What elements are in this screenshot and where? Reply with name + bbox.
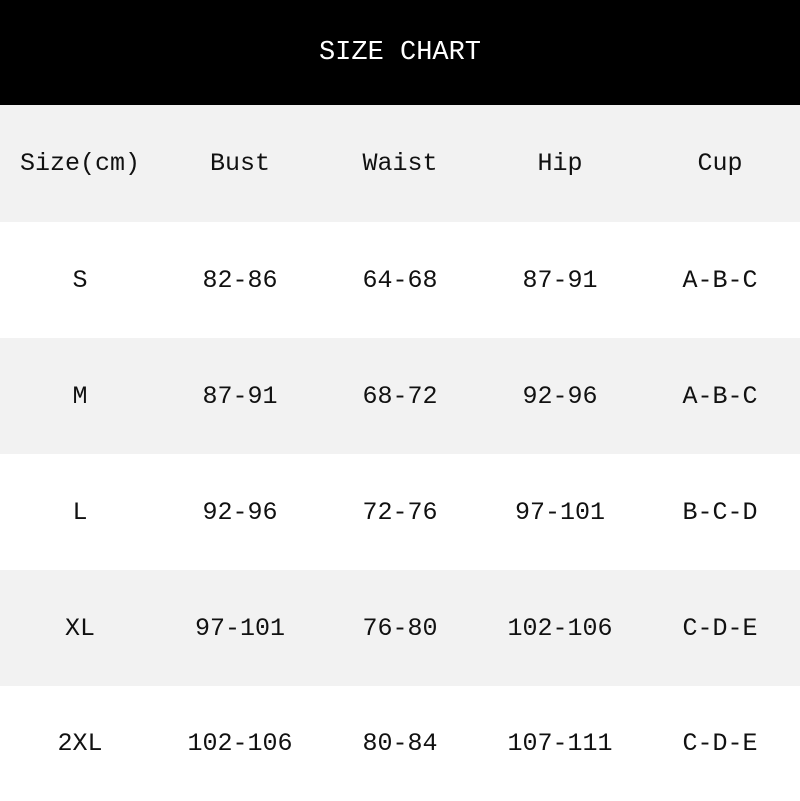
table-cell: 92-96 bbox=[522, 381, 598, 411]
table-row: L 92-96 72-76 97-101 B-C-D bbox=[0, 454, 800, 570]
table-row: S 82-86 64-68 87-91 A-B-C bbox=[0, 222, 800, 338]
table-row: M 87-91 68-72 92-96 A-B-C bbox=[0, 338, 800, 454]
table-cell: 87-91 bbox=[202, 381, 278, 411]
title-bar: SIZE CHART bbox=[0, 0, 800, 105]
table-row: XL 97-101 76-80 102-106 C-D-E bbox=[0, 570, 800, 686]
table-cell: L bbox=[72, 497, 88, 527]
table-cell: 68-72 bbox=[362, 381, 438, 411]
table-cell: 102-106 bbox=[507, 613, 613, 643]
table-cell: XL bbox=[64, 613, 95, 643]
table-row: 2XL 102-106 80-84 107-111 C-D-E bbox=[0, 686, 800, 801]
table-cell: B-C-D bbox=[682, 497, 758, 527]
table-cell: 2XL bbox=[57, 729, 103, 758]
column-header: Hip bbox=[537, 149, 583, 178]
table-cell: C-D-E bbox=[682, 729, 758, 758]
column-header: Size(cm) bbox=[19, 149, 141, 178]
table-cell: C-D-E bbox=[682, 613, 758, 643]
table-cell: M bbox=[72, 381, 88, 411]
table-cell: 107-111 bbox=[507, 729, 613, 758]
table-header-row: Size(cm) Bust Waist Hip Cup bbox=[0, 105, 800, 222]
column-header: Cup bbox=[697, 149, 743, 178]
table-cell: 92-96 bbox=[202, 497, 278, 527]
table-cell: 72-76 bbox=[362, 497, 438, 527]
table-cell: 80-84 bbox=[362, 729, 438, 758]
page-title: SIZE CHART bbox=[318, 37, 482, 68]
table-cell: 82-86 bbox=[202, 265, 278, 295]
column-header: Waist bbox=[362, 149, 438, 178]
table-cell: 102-106 bbox=[187, 729, 293, 758]
table-cell: 97-101 bbox=[514, 497, 605, 527]
table-cell: 87-91 bbox=[522, 265, 598, 295]
table-cell: A-B-C bbox=[682, 265, 758, 295]
table-cell: 64-68 bbox=[362, 265, 438, 295]
table-cell: 76-80 bbox=[362, 613, 438, 643]
table-cell: A-B-C bbox=[682, 381, 758, 411]
column-header: Bust bbox=[209, 149, 270, 178]
table-cell: S bbox=[72, 265, 88, 295]
table-cell: 97-101 bbox=[194, 613, 285, 643]
